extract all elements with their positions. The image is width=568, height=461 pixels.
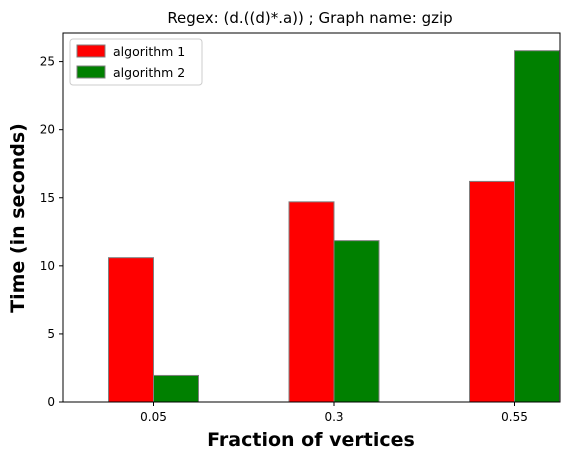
y-axis-label: Time (in seconds): [7, 123, 29, 313]
y-tick-label-15: 15: [40, 191, 55, 205]
plot-frame: [62, 32, 561, 403]
chart-title: Regex: (d.((d)*.a)) ; Graph name: gzip: [167, 9, 452, 27]
bar-algorithm-2-0.55: [514, 50, 560, 403]
bar-algorithm-2-0.3: [333, 240, 380, 403]
axes-group: 0 5 10 15 20 25 0.05 0.3 0.55: [40, 32, 561, 424]
x-tick-label-0.3: 0.3: [324, 410, 343, 424]
bar-algorithm-1-0.3: [288, 201, 335, 403]
legend: algorithm 1 algorithm 2: [69, 38, 203, 86]
y-tick-label-10: 10: [40, 259, 55, 273]
y-tick-label-0: 0: [47, 395, 55, 409]
legend-swatch-algorithm-2: [76, 65, 106, 79]
y-tick-label-25: 25: [40, 55, 55, 69]
bar-algorithm-1-0.05: [108, 257, 154, 403]
y-tick-label-20: 20: [40, 123, 55, 137]
bar-algorithm-2-0.05: [153, 374, 199, 403]
y-tick-label-5: 5: [47, 327, 55, 341]
x-tick-label-0.05: 0.05: [140, 410, 167, 424]
legend-label-algorithm-2: algorithm 2: [113, 65, 185, 80]
legend-swatch-algorithm-1: [76, 44, 106, 58]
x-tick-label-0.55: 0.55: [501, 410, 528, 424]
x-axis-label: Fraction of vertices: [207, 429, 415, 451]
legend-label-algorithm-1: algorithm 1: [113, 44, 185, 59]
bars-group: [108, 50, 560, 403]
bar-algorithm-1-0.55: [469, 180, 515, 403]
